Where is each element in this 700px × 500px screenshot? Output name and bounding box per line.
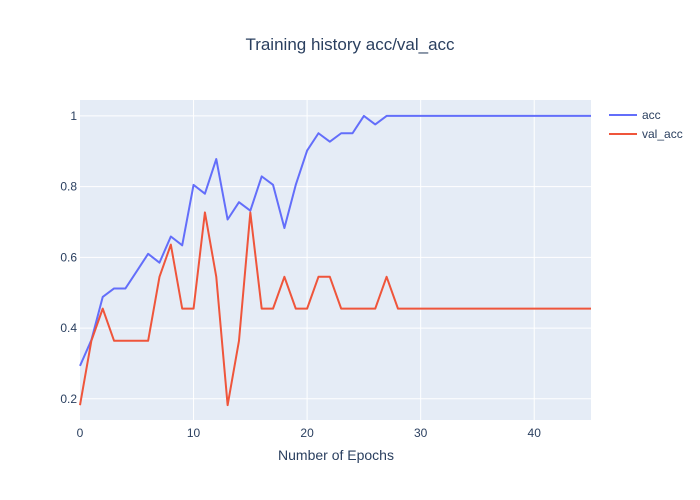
x-axis: 0 10 20 30 40 [77,426,542,440]
y-tick-label: 0.8 [60,180,77,194]
legend[interactable]: acc val_acc [609,108,683,141]
y-tick-label: 1 [70,109,77,123]
legend-label-val-acc: val_acc [642,127,683,141]
x-tick-label: 10 [187,426,201,440]
series-line-val-acc [79,211,591,407]
legend-label-acc: acc [642,108,661,122]
chart-title: Training history acc/val_acc [245,35,455,54]
y-tick-label: 0.4 [60,321,77,335]
y-tick-label: 0.2 [60,392,77,406]
series-layer [79,114,591,407]
y-tick-label: 0.6 [60,250,77,264]
legend-item-acc[interactable]: acc [609,108,661,122]
legend-item-val-acc[interactable]: val_acc [609,127,683,141]
x-tick-label: 20 [300,426,314,440]
x-axis-title: Number of Epochs [278,447,394,463]
x-tick-label: 0 [77,426,84,440]
x-tick-label: 30 [414,426,428,440]
series-line-acc [79,114,591,367]
y-axis: 0.2 0.4 0.6 0.8 1 [60,109,77,406]
x-tick-label: 40 [528,426,542,440]
